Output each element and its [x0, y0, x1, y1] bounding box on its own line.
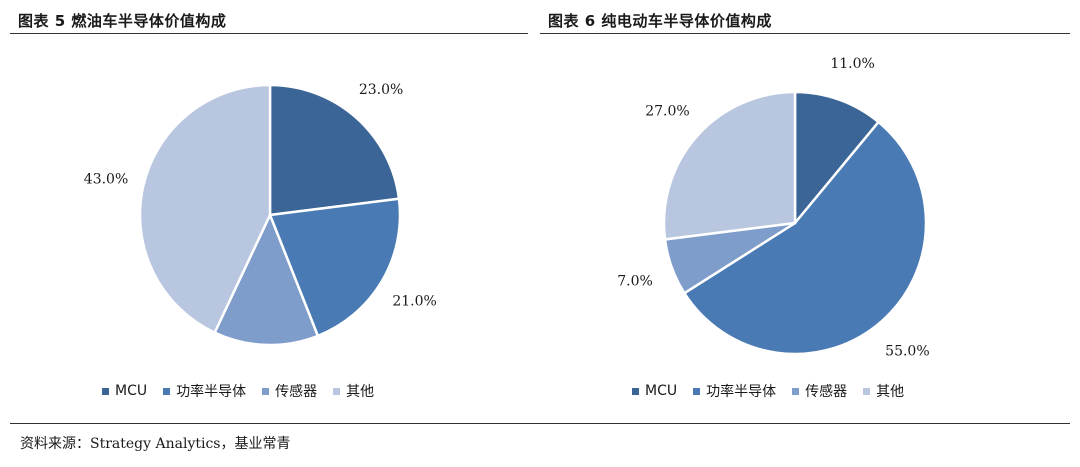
- legend-swatch: [792, 387, 800, 395]
- legend-swatch: [102, 387, 109, 395]
- slice-value-label: 7.0%: [617, 274, 653, 290]
- chart-panel-fuel: 图表 5 燃油车半导体价值构成 23.0%21.0%13.0%43.0% MCU…: [10, 0, 528, 420]
- legend-label: MCU: [115, 383, 148, 399]
- legend-item: 其他: [863, 381, 904, 401]
- legend-item: 功率半导体: [693, 381, 776, 401]
- slice-value-label: 55.0%: [885, 344, 929, 360]
- legend-label: 其他: [876, 384, 905, 400]
- legend-item: 功率半导体: [163, 381, 246, 401]
- legend-label: 传感器: [275, 384, 318, 400]
- legend-label: 其他: [346, 384, 375, 400]
- legend-item: 传感器: [792, 381, 847, 401]
- legend-label: 功率半导体: [176, 384, 247, 400]
- chart-title: 图表 6 纯电动车半导体价值构成: [548, 12, 772, 30]
- pie-chart: 11.0% 55.0% 7.0% 27.0%: [617, 56, 929, 360]
- legend-swatch: [693, 387, 701, 395]
- title-divider: [540, 33, 1070, 34]
- chart-panel-ev: 图表 6 纯电动车半导体价值构成 11.0% 55.0% 7.0% 27.0% MCU…: [540, 0, 1070, 420]
- legend-label: 传感器: [805, 384, 848, 400]
- pie-chart: 23.0%21.0%13.0%43.0%: [84, 82, 437, 376]
- legend-swatch: [163, 387, 171, 395]
- source-note: 资料来源：Strategy Analytics，基业常青: [20, 436, 291, 452]
- slice-value-label: 21.0%: [392, 294, 436, 310]
- chart-legend: MCU 功率半导体 传感器 其他: [632, 381, 904, 401]
- slice-value-label: 43.0%: [84, 171, 128, 187]
- legend-swatch: [262, 387, 270, 395]
- title-divider: [10, 33, 528, 34]
- pie-slice-3: [212, 211, 320, 347]
- pie-slice-2: [682, 120, 928, 356]
- legend-swatch: [333, 387, 341, 395]
- slice-value-label: 27.0%: [645, 104, 689, 120]
- slice-value-label: 23.0%: [359, 82, 403, 98]
- legend-item: 其他: [333, 381, 374, 401]
- chart-title: 图表 5 燃油车半导体价值构成: [18, 12, 227, 30]
- legend-item: 传感器: [262, 381, 317, 401]
- pie-slice-4: [138, 83, 272, 335]
- pie-slice-1: [268, 83, 401, 217]
- legend-swatch: [632, 387, 639, 395]
- legend-swatch: [863, 387, 871, 395]
- legend-label: 功率半导体: [706, 384, 777, 400]
- pie-slice-2: [268, 197, 402, 338]
- pie-slice-1: [793, 90, 881, 227]
- legend-item: MCU: [102, 383, 147, 399]
- legend-item: MCU: [632, 383, 677, 399]
- slice-value-label: 11.0%: [830, 56, 874, 72]
- footer-divider: [10, 423, 1070, 424]
- legend-label: MCU: [645, 383, 678, 399]
- pie-slice-4: [662, 90, 797, 241]
- chart-legend: MCU 功率半导体 传感器 其他: [102, 381, 374, 401]
